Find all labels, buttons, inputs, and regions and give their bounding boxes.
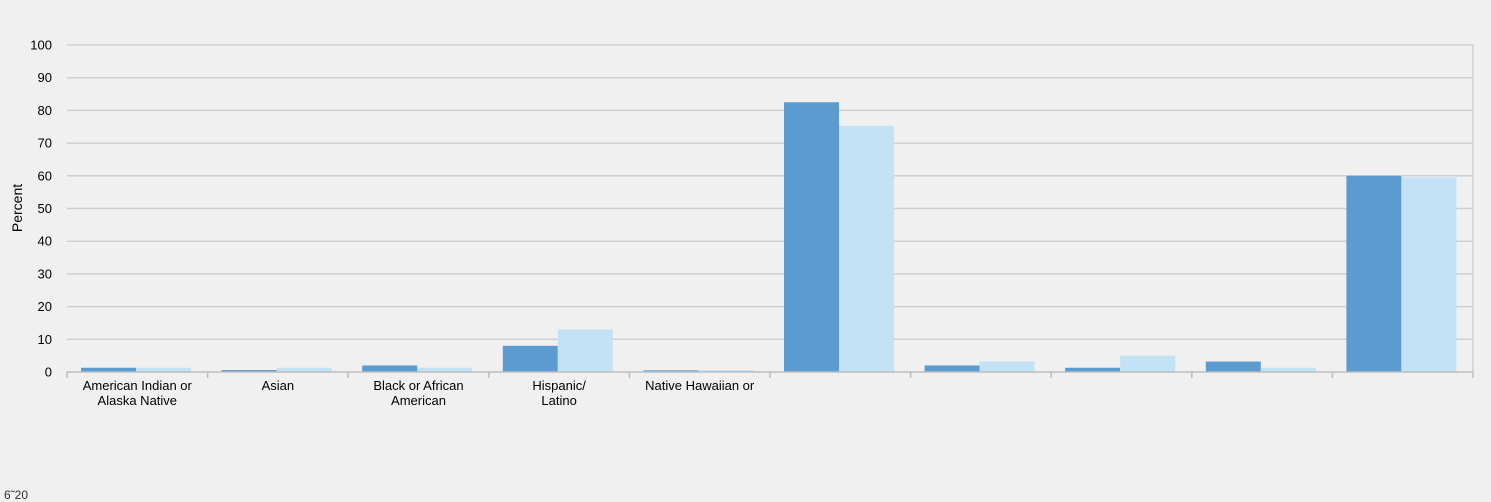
y-axis-tick-labels: 0 10 20 30 40 50 60 70 80 90 100 [30, 38, 52, 380]
bar-series2-cat1 [136, 367, 191, 372]
y-tick-label-30: 30 [38, 266, 52, 281]
y-tick-label-70: 70 [38, 136, 52, 151]
category-label-1: American Indian or Alaska Native [83, 378, 193, 408]
bar-series1-cat9 [1205, 361, 1261, 372]
bar-series2-cat8 [1120, 355, 1176, 372]
bars [81, 102, 1457, 372]
category-label-2: Asian [262, 378, 295, 393]
y-tick-label-50: 50 [38, 201, 52, 216]
category-label-3: Black or African American [373, 378, 463, 408]
bar-series2-cat3 [417, 367, 473, 372]
y-tick-label-40: 40 [38, 234, 52, 249]
bar-series2-cat4 [557, 329, 613, 372]
y-tick-label-20: 20 [38, 299, 52, 314]
x-axis [66, 371, 1474, 378]
bar-series1-cat1 [81, 367, 136, 372]
bar-series2-cat9 [1260, 367, 1316, 372]
y-tick-label-10: 10 [38, 332, 52, 347]
bar-series2-cat6 [839, 125, 894, 372]
category-label-4: Hispanic/Latino [532, 378, 586, 408]
y-tick-label-80: 80 [38, 103, 52, 118]
bar-series1-cat2 [221, 370, 277, 372]
y-tick-label-60: 60 [38, 168, 52, 183]
bar-series1-cat3 [362, 365, 418, 372]
bar-series1-cat6 [784, 102, 839, 372]
bar-series2-cat5 [698, 370, 754, 372]
x-axis-category-labels: American Indian or Alaska Native Asian Blac… [83, 378, 755, 408]
y-tick-label-0: 0 [45, 365, 52, 380]
bar-series1-cat10 [1346, 175, 1402, 372]
bar-series1-cat5 [643, 370, 699, 372]
bar-series2-cat2 [276, 367, 332, 372]
y-tick-label-90: 90 [38, 70, 52, 85]
y-tick-label-100: 100 [30, 38, 52, 53]
bar-series1-cat7 [924, 365, 980, 372]
bar-series1-cat8 [1065, 367, 1121, 372]
y-axis-label: Percent [9, 184, 25, 232]
category-label-5: Native Hawaiian or [645, 378, 755, 393]
bar-series1-cat4 [502, 345, 558, 372]
footer-text: 6˜20 [4, 488, 28, 502]
gridlines [67, 44, 1474, 372]
bar-series2-cat10 [1401, 177, 1457, 372]
bar-series2-cat7 [979, 361, 1035, 372]
